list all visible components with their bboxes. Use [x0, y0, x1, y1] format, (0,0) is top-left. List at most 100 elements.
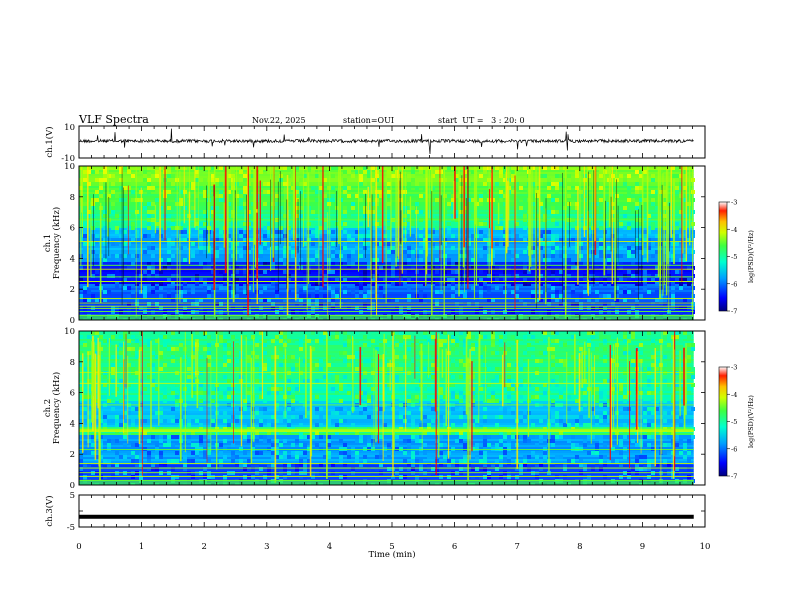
spectrogram-cell [167, 278, 171, 282]
spectrogram-cell [383, 290, 387, 294]
spectrogram-cell [451, 347, 455, 351]
spectrogram-cell [99, 411, 103, 415]
spectrogram-cell [631, 467, 635, 471]
spectrogram-cell [131, 214, 135, 218]
spectrogram-cell [411, 206, 415, 210]
spectrogram-cell [199, 262, 203, 266]
spectrogram-cell [663, 387, 667, 391]
spectrogram-cell [235, 286, 239, 290]
spectrogram-cell [483, 238, 487, 242]
spectrogram-cell [287, 455, 291, 459]
spectrogram-cell [599, 226, 603, 230]
spectrogram-cell [551, 198, 555, 202]
spectrogram-cell [83, 463, 87, 467]
spectrogram-cell [407, 355, 411, 359]
spectrogram-cell [323, 166, 327, 170]
spectrogram-cell [503, 407, 507, 411]
spectrogram-cell [575, 355, 579, 359]
spectrogram-cell [279, 226, 283, 230]
spectrogram-cell [419, 166, 423, 170]
spectrogram-cell [155, 198, 159, 202]
spectrogram-cell [491, 331, 495, 335]
spectrogram-cell [651, 363, 655, 367]
spectrogram-cell [179, 202, 183, 206]
spectrogram-cell [639, 178, 643, 182]
spectrogram-cell [435, 367, 439, 371]
spectrogram-cell [571, 266, 575, 270]
spectrogram-cell [567, 459, 571, 463]
spectrogram-cell [211, 475, 215, 479]
spectrogram-cell [547, 238, 551, 242]
spectrogram-cell [147, 343, 151, 347]
spectrogram-cell [507, 266, 511, 270]
spectrogram-cell [175, 475, 179, 479]
spectrogram-cell [259, 254, 263, 258]
spectrogram-cell [143, 278, 147, 282]
spectrogram-cell [283, 310, 287, 314]
spectrogram-cell [471, 415, 475, 419]
spectrogram-cell [423, 294, 427, 298]
spectrogram-cell [575, 214, 579, 218]
spectrogram-cell [363, 459, 367, 463]
spectrogram-cell [259, 246, 263, 250]
spectrogram-cell [623, 383, 627, 387]
spectrogram-cell [619, 475, 623, 479]
spectrogram-cell [299, 298, 303, 302]
spectrogram-cell [319, 447, 323, 451]
spectrogram-cell [143, 174, 147, 178]
spectrogram-cell [559, 463, 563, 467]
spectrogram-cell [223, 278, 227, 282]
spectrogram-cell [463, 294, 467, 298]
spectrogram-cell [299, 407, 303, 411]
spectrogram-cell [439, 387, 443, 391]
spectrogram-row [79, 477, 694, 480]
spectrogram-cell [199, 391, 203, 395]
spectrogram-cell [315, 395, 319, 399]
spectrogram-cell [279, 230, 283, 234]
spectrogram-cell [395, 166, 399, 170]
spectrogram-cell [263, 182, 267, 186]
spectrogram-cell [687, 387, 691, 391]
spectrogram-cell [655, 274, 659, 278]
spectrogram-cell [303, 278, 307, 282]
spectrogram-cell [611, 423, 615, 427]
spectrogram-cell [247, 355, 251, 359]
spectrogram-cell [403, 190, 407, 194]
spectrogram-cell [303, 359, 307, 363]
spectrogram-cell [323, 294, 327, 298]
spectrogram-cell [239, 202, 243, 206]
spectrogram-cell [207, 339, 211, 343]
spectrogram-cell [383, 367, 387, 371]
spectrogram-cell [123, 423, 127, 427]
spectrogram-cell [567, 407, 571, 411]
spectrogram-cell [615, 194, 619, 198]
spectrogram-cell [651, 411, 655, 415]
spectrogram-cell [511, 379, 515, 383]
spectrogram-cell [335, 331, 339, 335]
spectrogram-cell [115, 254, 119, 258]
spectrogram-cell [155, 214, 159, 218]
spectrogram-cell [579, 391, 583, 395]
spectrogram-cell [679, 423, 683, 427]
spectrogram-cell [555, 455, 559, 459]
spectrogram-cell [95, 455, 99, 459]
spectrogram-cell [675, 234, 679, 238]
spectrogram-cell [483, 359, 487, 363]
spectrogram-cell [267, 439, 271, 443]
spectrogram-cell [543, 182, 547, 186]
spectrogram-cell [635, 459, 639, 463]
spectrogram-cell [79, 383, 83, 387]
spectrogram-cell [615, 286, 619, 290]
spectrogram-cell [355, 246, 359, 250]
spectrogram-cell [687, 343, 691, 347]
spectrogram-cell [295, 250, 299, 254]
spectrogram-cell [151, 202, 155, 206]
spectrogram-cell [99, 186, 103, 190]
spectrogram-cell [87, 166, 91, 170]
spectrogram-cell [343, 178, 347, 182]
spectrogram-cell [407, 335, 411, 339]
spectrogram-cell [555, 423, 559, 427]
spectrogram-cell [555, 383, 559, 387]
spectrogram-cell [371, 166, 375, 170]
spectrogram-cell [491, 351, 495, 355]
